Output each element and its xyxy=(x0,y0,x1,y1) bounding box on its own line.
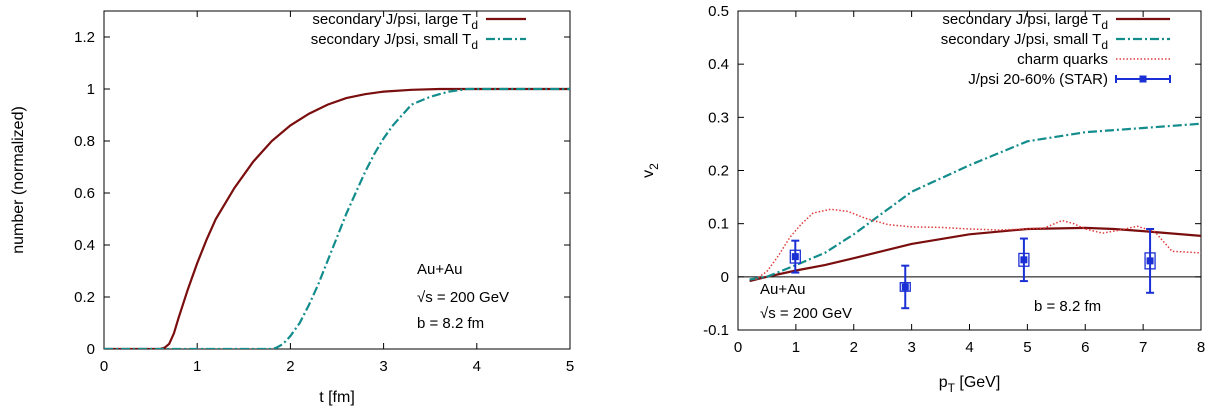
y-tick-label: 0.2 xyxy=(708,163,729,180)
legend-label-subscript: d xyxy=(471,38,478,52)
x-axis-label-main: t [fm] xyxy=(319,389,355,406)
x-tick-label: 0 xyxy=(100,358,108,375)
legend-label: secondary J/psi, large Td xyxy=(312,11,478,32)
y-tick-label: 1.2 xyxy=(74,29,95,46)
y-axis-label-subscript: 2 xyxy=(647,163,661,170)
data-systematic-box xyxy=(789,249,801,264)
annotation-2: b = 8.2 fm xyxy=(417,315,484,332)
x-axis-label-subscript: T xyxy=(948,381,956,395)
data-point xyxy=(791,253,799,261)
annotation-1: √s = 200 GeV xyxy=(417,289,509,306)
legend-label-subscript: d xyxy=(471,18,478,32)
data-point xyxy=(1020,256,1028,264)
x-tick-label: 5 xyxy=(566,358,574,375)
x-tick-label: 1 xyxy=(792,339,800,356)
legend-label: charm quarks xyxy=(1017,51,1108,68)
x-tick-label: 2 xyxy=(286,358,294,375)
y-tick-label: 0 xyxy=(87,341,95,358)
x-tick-label: 0 xyxy=(734,339,742,356)
x-tick-label: 1 xyxy=(193,358,201,375)
series-line-1 xyxy=(104,87,570,349)
annotation-0: Au+Au xyxy=(760,281,805,298)
panel-left-chart: 0 1 2 3 4 5 0 0.2 0.4 0.6 0.8 1 1.2 t [fm] number (nor… xyxy=(10,10,574,406)
data-point xyxy=(901,283,909,291)
legend-label: secondary J/psi, small Td xyxy=(941,31,1108,52)
series-line-0 xyxy=(749,226,1201,283)
x-axis-label-suffix: [GeV] xyxy=(955,374,1000,391)
y-axis-label-main: v xyxy=(640,170,657,178)
x-tick-label: 5 xyxy=(1023,339,1031,356)
x-axis-label-main: p xyxy=(939,374,948,391)
series-line-2 xyxy=(754,208,1201,281)
x-tick-label: 6 xyxy=(1081,339,1089,356)
annotation-1: √s = 200 GeV xyxy=(760,305,852,322)
y-tick-label: 0.4 xyxy=(74,237,95,254)
x-axis-label: t [fm] xyxy=(319,389,355,406)
x-tick-label: 7 xyxy=(1139,339,1147,356)
y-tick-label: 0.2 xyxy=(74,289,95,306)
x-tick-label: 3 xyxy=(379,358,387,375)
y-tick-label: 0.1 xyxy=(708,216,729,233)
legend-swatch-point xyxy=(1139,75,1147,83)
x-axis-label: pT [GeV] xyxy=(939,374,1001,395)
x-tick-label: 4 xyxy=(473,358,481,375)
x-tick-label: 8 xyxy=(1197,339,1205,356)
y-axis-label: v2 xyxy=(640,163,661,178)
data-point xyxy=(1146,257,1154,265)
x-tick-label: 2 xyxy=(850,339,858,356)
legend-label-main: secondary J/psi, large T xyxy=(942,11,1101,28)
legend-label-main: secondary J/psi, large T xyxy=(312,11,471,28)
series-line-1 xyxy=(749,122,1201,281)
y-tick-label: 0.4 xyxy=(708,56,729,73)
y-tick-label: -0.1 xyxy=(703,322,729,339)
y-tick-label: 0.8 xyxy=(74,133,95,150)
legend-label: J/psi 20-60% (STAR) xyxy=(968,71,1108,88)
y-tick-label: 0 xyxy=(721,269,729,286)
y-tick-label: 0.5 xyxy=(708,3,729,20)
data-systematic-box xyxy=(899,282,911,292)
x-tick-label: 4 xyxy=(965,339,973,356)
y-tick-label: 0.6 xyxy=(74,185,95,202)
legend-label: secondary J/psi, small Td xyxy=(311,31,478,52)
data-systematic-box xyxy=(1144,252,1156,270)
y-axis-label: number (normalized) xyxy=(10,106,27,254)
y-tick-label: 1 xyxy=(87,81,95,98)
legend-label-main: secondary J/psi, small T xyxy=(941,31,1102,48)
legend-label-subscript: d xyxy=(1101,38,1108,52)
annotation-0: Au+Au xyxy=(417,261,462,278)
x-tick-label: 3 xyxy=(907,339,915,356)
legend-label-main: secondary J/psi, small T xyxy=(311,31,472,48)
series-line-0 xyxy=(104,87,570,349)
annotation-2: b = 8.2 fm xyxy=(1034,298,1101,315)
plot-frame xyxy=(737,10,1202,331)
legend-label-main: charm quarks xyxy=(1017,51,1108,68)
legend-label: secondary J/psi, large Td xyxy=(942,11,1108,32)
panel-right-chart: 0 1 2 3 4 5 6 7 8-0.100.10.20.30.40.5pT [GeV]v2s… xyxy=(640,3,1205,395)
data-systematic-box xyxy=(1018,252,1030,267)
legend-label-subscript: d xyxy=(1101,18,1108,32)
legend-label-main: J/psi 20-60% (STAR) xyxy=(968,71,1108,88)
y-tick-label: 0.3 xyxy=(708,109,729,126)
plot-frame xyxy=(103,10,571,350)
y-axis-label-main: number (normalized) xyxy=(10,106,27,254)
